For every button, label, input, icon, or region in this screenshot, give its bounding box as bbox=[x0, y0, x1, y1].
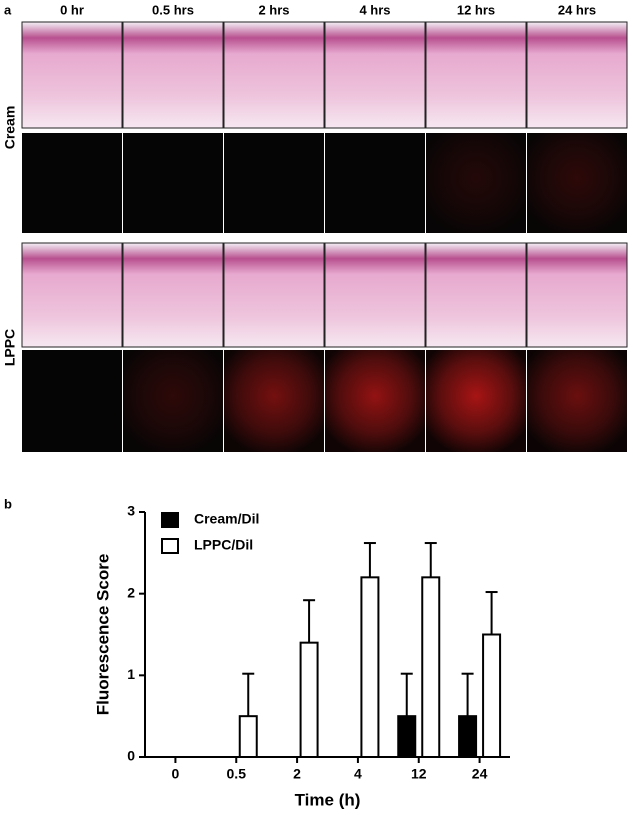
histology-image bbox=[223, 21, 325, 129]
y-tick-label: 1 bbox=[127, 666, 135, 682]
fluorescence-signal bbox=[426, 350, 526, 452]
fluorescence-image bbox=[224, 133, 324, 233]
column-label: 12 hrs bbox=[457, 2, 495, 17]
fluorescence-image bbox=[22, 350, 122, 452]
bar bbox=[458, 715, 478, 759]
bar bbox=[397, 715, 417, 759]
histology-image bbox=[324, 242, 426, 348]
histology-image bbox=[122, 242, 224, 348]
x-tick-label: 24 bbox=[472, 766, 488, 782]
legend-swatch bbox=[161, 512, 179, 528]
fluorescence-signal bbox=[123, 350, 223, 452]
y-axis-label: Fluorescence Score bbox=[93, 554, 112, 716]
row-label: Cream bbox=[2, 106, 18, 150]
fluorescence-signal bbox=[527, 350, 627, 452]
bar bbox=[299, 641, 319, 759]
bar bbox=[238, 715, 258, 759]
panel-label: a bbox=[4, 2, 12, 17]
y-tick-label: 2 bbox=[127, 584, 135, 600]
histology-image bbox=[425, 242, 527, 348]
fluorescence-image bbox=[325, 133, 425, 233]
histology-image bbox=[21, 21, 123, 129]
column-label: 2 hrs bbox=[258, 2, 289, 17]
bar bbox=[360, 576, 380, 758]
histology-image bbox=[223, 242, 325, 348]
column-label: 4 hrs bbox=[359, 2, 390, 17]
bar bbox=[482, 633, 502, 758]
column-label: 0.5 hrs bbox=[152, 2, 194, 17]
column-label: 0 hr bbox=[60, 2, 84, 17]
column-label: 24 hrs bbox=[558, 2, 596, 17]
row-label: LPPC bbox=[2, 329, 18, 366]
histology-image bbox=[425, 21, 527, 129]
x-tick-label: 12 bbox=[411, 766, 427, 782]
y-tick-label: 3 bbox=[127, 503, 135, 519]
legend-swatch bbox=[161, 538, 179, 554]
x-tick-label: 2 bbox=[293, 766, 301, 782]
fluorescence-signal bbox=[527, 133, 627, 233]
histology-image bbox=[526, 21, 628, 129]
histology-image bbox=[21, 242, 123, 348]
x-tick-label: 0 bbox=[172, 766, 180, 782]
histology-image bbox=[122, 21, 224, 129]
legend-label: LPPC/Dil bbox=[194, 537, 253, 553]
legend-label: Cream/Dil bbox=[194, 511, 259, 527]
fluorescence-signal bbox=[325, 350, 425, 452]
fluorescence-image bbox=[22, 133, 122, 233]
x-axis-label: Time (h) bbox=[295, 790, 361, 809]
x-tick-label: 0.5 bbox=[227, 766, 247, 782]
fluorescence-signal bbox=[426, 133, 526, 233]
bar bbox=[421, 576, 441, 758]
fluorescence-signal bbox=[224, 350, 324, 452]
y-tick-label: 0 bbox=[127, 748, 135, 764]
histology-image bbox=[324, 21, 426, 129]
panel-label: b bbox=[4, 496, 12, 511]
histology-image bbox=[526, 242, 628, 348]
x-tick-label: 4 bbox=[354, 766, 362, 782]
fluorescence-image bbox=[123, 133, 223, 233]
